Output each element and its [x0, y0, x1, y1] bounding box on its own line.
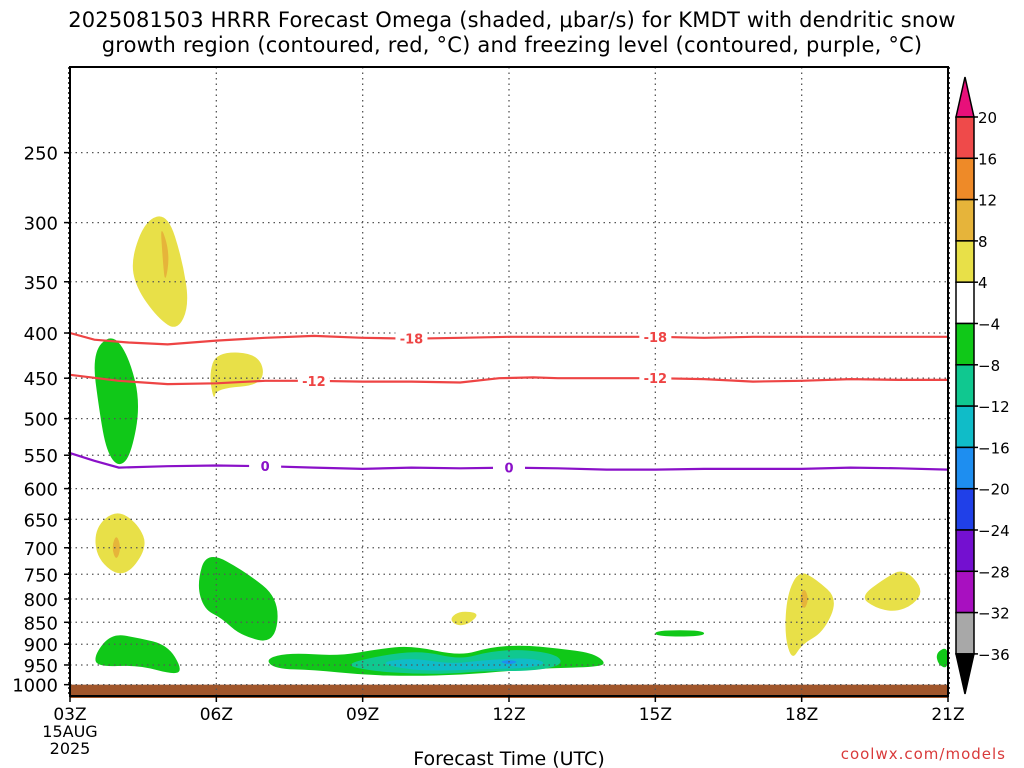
colorbar-box [955, 240, 975, 283]
colorbar-label: −20 [978, 481, 1010, 499]
contour-line-1 [69, 331, 948, 346]
x-tick-label: 21Z [931, 705, 964, 725]
y-tick-label: 250 [24, 144, 58, 165]
omega-region-1 [132, 216, 188, 327]
colorbar-label: −28 [978, 563, 1010, 581]
chart-title-line-1: 2025081503 HRRR Forecast Omega (shaded, … [68, 8, 956, 32]
contour-label-bg [395, 330, 428, 347]
y-tick-label: 600 [24, 480, 58, 501]
x-tick-label: 03Z [53, 705, 86, 725]
omega-region-15 [785, 573, 834, 656]
axes-layer: 2503003504004505005506006507007508008509… [12, 144, 964, 768]
colorbar-label: 20 [978, 109, 997, 127]
contour-label-bg [249, 458, 282, 475]
omega-region-8 [95, 635, 180, 674]
contour-label: 0 [261, 460, 270, 475]
chart-title-line-2: growth region (contoured, red, °C) and f… [101, 33, 923, 57]
colorbar-box [955, 198, 975, 242]
x-axis-label: Forecast Time (UTC) [413, 748, 604, 768]
contour-label-bg [493, 459, 525, 476]
contour-label: -12 [302, 375, 326, 390]
omega-region-6 [112, 537, 120, 558]
y-tick-label: 850 [24, 613, 58, 634]
colorbar-label: 16 [978, 150, 997, 168]
ground-fill [70, 684, 948, 698]
x-date-label: 15AUG [42, 722, 97, 741]
contour-line-2 [69, 373, 948, 386]
x-date-label: 2025 [50, 739, 91, 758]
omega-region-17 [864, 571, 921, 611]
colorbar-label: −16 [978, 439, 1010, 457]
colorbar-label: −24 [978, 522, 1010, 540]
y-tick-label: 1000 [12, 676, 58, 697]
omega-region-4 [94, 338, 139, 465]
colorbar-label: 12 [978, 192, 997, 210]
colorbar-box [955, 487, 975, 531]
omega-region-3 [210, 352, 263, 397]
y-tick-label: 800 [24, 590, 58, 611]
y-tick-label: 500 [24, 410, 58, 431]
colorbar-label: −32 [978, 605, 1010, 623]
colorbar-top-arrow [955, 76, 975, 118]
colorbar-box [955, 157, 975, 201]
y-tick-label: 550 [24, 446, 58, 467]
omega-region-14 [655, 630, 705, 637]
colorbar-box [955, 529, 975, 573]
omega-shading-layer [70, 216, 948, 698]
colorbar-box [955, 570, 975, 614]
x-tick-label: 15Z [639, 705, 672, 725]
colorbar-box [955, 364, 975, 407]
contour-label: -12 [644, 372, 668, 387]
colorbar-label: 4 [978, 274, 988, 292]
omega-region-2 [161, 230, 169, 278]
contour-label: 0 [504, 462, 513, 477]
chart-title: 2025081503 HRRR Forecast Omega (shaded, … [0, 8, 1024, 58]
contour-label-bg [297, 372, 330, 389]
colorbar-label: −4 [978, 316, 1000, 334]
omega-region-13 [451, 611, 477, 626]
y-tick-label: 650 [24, 510, 58, 531]
colorbar-box [955, 405, 975, 449]
omega-region-18 [936, 648, 948, 668]
y-tick-label: 300 [24, 214, 58, 235]
colorbar-box [955, 611, 975, 655]
colorbar-bottom-arrow [955, 653, 975, 695]
colorbar-box [955, 281, 975, 325]
y-tick-label: 700 [24, 539, 58, 560]
contour-label-bg [639, 328, 672, 345]
contour-line-3 [69, 452, 949, 471]
y-tick-label: 450 [24, 369, 58, 390]
y-tick-label: 400 [24, 324, 58, 345]
colorbar-label: −12 [978, 398, 1010, 416]
contour-label: -18 [400, 333, 424, 348]
y-tick-label: 350 [24, 273, 58, 294]
x-tick-label: 09Z [346, 705, 379, 725]
colorbar-box [955, 116, 975, 160]
contour-layer: -18 -18 -12 -12 0 0 [69, 328, 949, 477]
y-tick-label: 750 [24, 565, 58, 586]
omega-region-7 [198, 557, 278, 641]
x-tick-label: 06Z [200, 705, 233, 725]
y-tick-label: 900 [24, 635, 58, 656]
colorbar-label: −36 [978, 646, 1010, 664]
colorbar-box [955, 446, 975, 490]
x-tick-label: 18Z [785, 705, 818, 725]
credit-link[interactable]: coolwx.com/models [840, 745, 1006, 763]
y-tick-label: 950 [24, 656, 58, 677]
omega-region-16 [800, 589, 808, 608]
colorbar-label: 8 [978, 233, 988, 251]
colorbar-label: −8 [978, 357, 1000, 375]
omega-region-5 [95, 513, 145, 574]
colorbar: 20 16 12 8 4 −4 −8 −12 −16 −20 −24 −28 −32 −36 [955, 76, 1010, 695]
colorbar-box [955, 322, 975, 366]
contour-label-bg [639, 370, 672, 387]
contour-label: -18 [644, 331, 668, 346]
x-tick-label: 12Z [492, 705, 525, 725]
